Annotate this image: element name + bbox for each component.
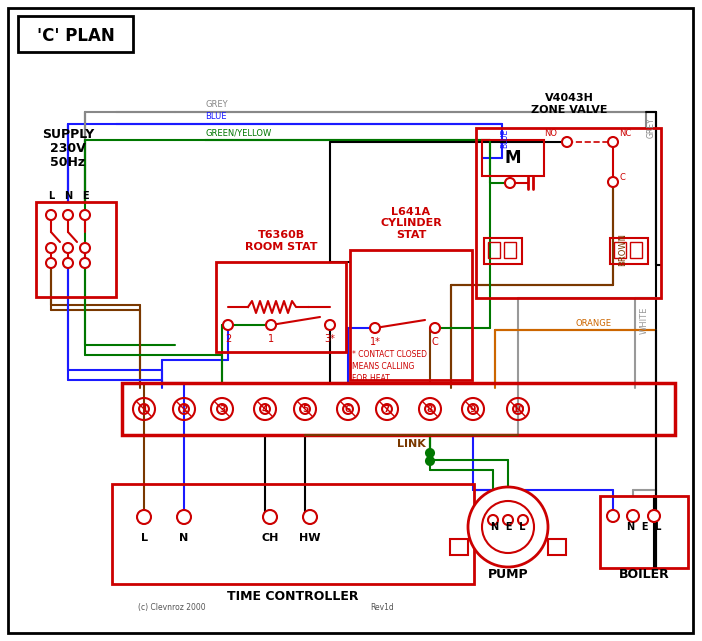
Circle shape (482, 501, 534, 553)
Circle shape (608, 137, 618, 147)
Text: LINK: LINK (397, 439, 425, 449)
Text: 1*: 1* (369, 337, 380, 347)
Text: M: M (505, 149, 522, 167)
Text: BLUE: BLUE (500, 129, 509, 148)
Circle shape (177, 510, 191, 524)
Text: HW: HW (299, 533, 321, 543)
Bar (122, 383, 675, 435)
Text: PUMP: PUMP (488, 569, 529, 581)
Circle shape (46, 210, 56, 220)
Text: 8: 8 (427, 404, 433, 413)
Circle shape (426, 449, 434, 457)
Text: 9: 9 (470, 404, 476, 413)
Text: C: C (432, 337, 438, 347)
Circle shape (223, 320, 233, 330)
Text: E: E (81, 191, 88, 201)
Bar (600, 496, 688, 568)
Text: L: L (48, 191, 54, 201)
Text: BLUE: BLUE (205, 112, 227, 121)
Circle shape (80, 243, 90, 253)
Circle shape (63, 210, 73, 220)
Bar (36, 202, 116, 297)
Circle shape (63, 258, 73, 268)
Circle shape (503, 515, 513, 525)
Circle shape (80, 210, 90, 220)
Text: NO: NO (544, 129, 557, 138)
Text: 50Hz: 50Hz (51, 156, 86, 169)
Bar (504, 242, 516, 258)
Circle shape (46, 258, 56, 268)
Circle shape (63, 243, 73, 253)
Circle shape (607, 510, 619, 522)
Bar (630, 242, 642, 258)
Text: GREEN/YELLOW: GREEN/YELLOW (205, 128, 271, 137)
Text: 10: 10 (512, 404, 524, 413)
Text: GREY: GREY (205, 100, 227, 109)
Circle shape (505, 178, 515, 188)
Bar (476, 128, 661, 298)
Text: BROWN: BROWN (618, 233, 627, 267)
Text: 1: 1 (141, 404, 147, 413)
Text: 3: 3 (219, 404, 225, 413)
Text: TIME CONTROLLER: TIME CONTROLLER (227, 590, 359, 603)
Circle shape (137, 510, 151, 524)
Text: 4: 4 (262, 404, 268, 413)
Text: Rev1d: Rev1d (370, 603, 394, 612)
Bar (548, 539, 566, 555)
Text: ORANGE: ORANGE (575, 319, 611, 328)
Text: L641A
CYLINDER
STAT: L641A CYLINDER STAT (380, 207, 442, 240)
Bar (614, 242, 626, 258)
Circle shape (648, 510, 660, 522)
Text: 'C' PLAN: 'C' PLAN (37, 27, 115, 45)
Bar (18, 16, 133, 52)
Text: T6360B
ROOM STAT: T6360B ROOM STAT (245, 230, 317, 252)
Circle shape (370, 323, 380, 333)
Circle shape (325, 320, 335, 330)
Circle shape (562, 137, 572, 147)
Circle shape (46, 243, 56, 253)
Circle shape (80, 258, 90, 268)
Circle shape (426, 457, 434, 465)
Bar (488, 242, 500, 258)
Circle shape (430, 323, 440, 333)
Bar (450, 539, 468, 555)
Text: BOILER: BOILER (618, 569, 670, 581)
Text: N: N (180, 533, 189, 543)
Text: NC: NC (619, 129, 631, 138)
Circle shape (266, 320, 276, 330)
Bar (350, 250, 472, 380)
Text: WHITE: WHITE (640, 306, 649, 334)
Text: 2: 2 (181, 404, 187, 413)
Text: 1: 1 (268, 334, 274, 344)
Text: L: L (140, 533, 147, 543)
Text: N  E  L: N E L (491, 522, 525, 532)
Bar (216, 262, 346, 352)
Bar (484, 238, 522, 264)
Text: 5: 5 (302, 404, 308, 413)
Circle shape (263, 510, 277, 524)
Circle shape (518, 515, 528, 525)
Text: GREY: GREY (647, 117, 656, 138)
Text: N: N (64, 191, 72, 201)
Text: 6: 6 (345, 404, 351, 413)
Text: (c) Clevnroz 2000: (c) Clevnroz 2000 (138, 603, 206, 612)
Text: * CONTACT CLOSED
MEANS CALLING
FOR HEAT: * CONTACT CLOSED MEANS CALLING FOR HEAT (352, 350, 427, 383)
Circle shape (627, 510, 639, 522)
Text: C: C (619, 173, 625, 182)
Bar (482, 140, 544, 176)
Bar (610, 238, 648, 264)
Text: 2: 2 (225, 334, 231, 344)
Circle shape (488, 515, 498, 525)
Text: 7: 7 (384, 404, 390, 413)
Text: V4043H
ZONE VALVE: V4043H ZONE VALVE (531, 93, 607, 115)
Circle shape (608, 177, 618, 187)
Text: 230V: 230V (50, 142, 86, 156)
Text: 3*: 3* (324, 334, 336, 344)
Bar (112, 484, 474, 584)
Text: SUPPLY: SUPPLY (42, 128, 94, 142)
Circle shape (303, 510, 317, 524)
Text: CH: CH (261, 533, 279, 543)
Text: N  E  L: N E L (627, 522, 661, 532)
Circle shape (468, 487, 548, 567)
